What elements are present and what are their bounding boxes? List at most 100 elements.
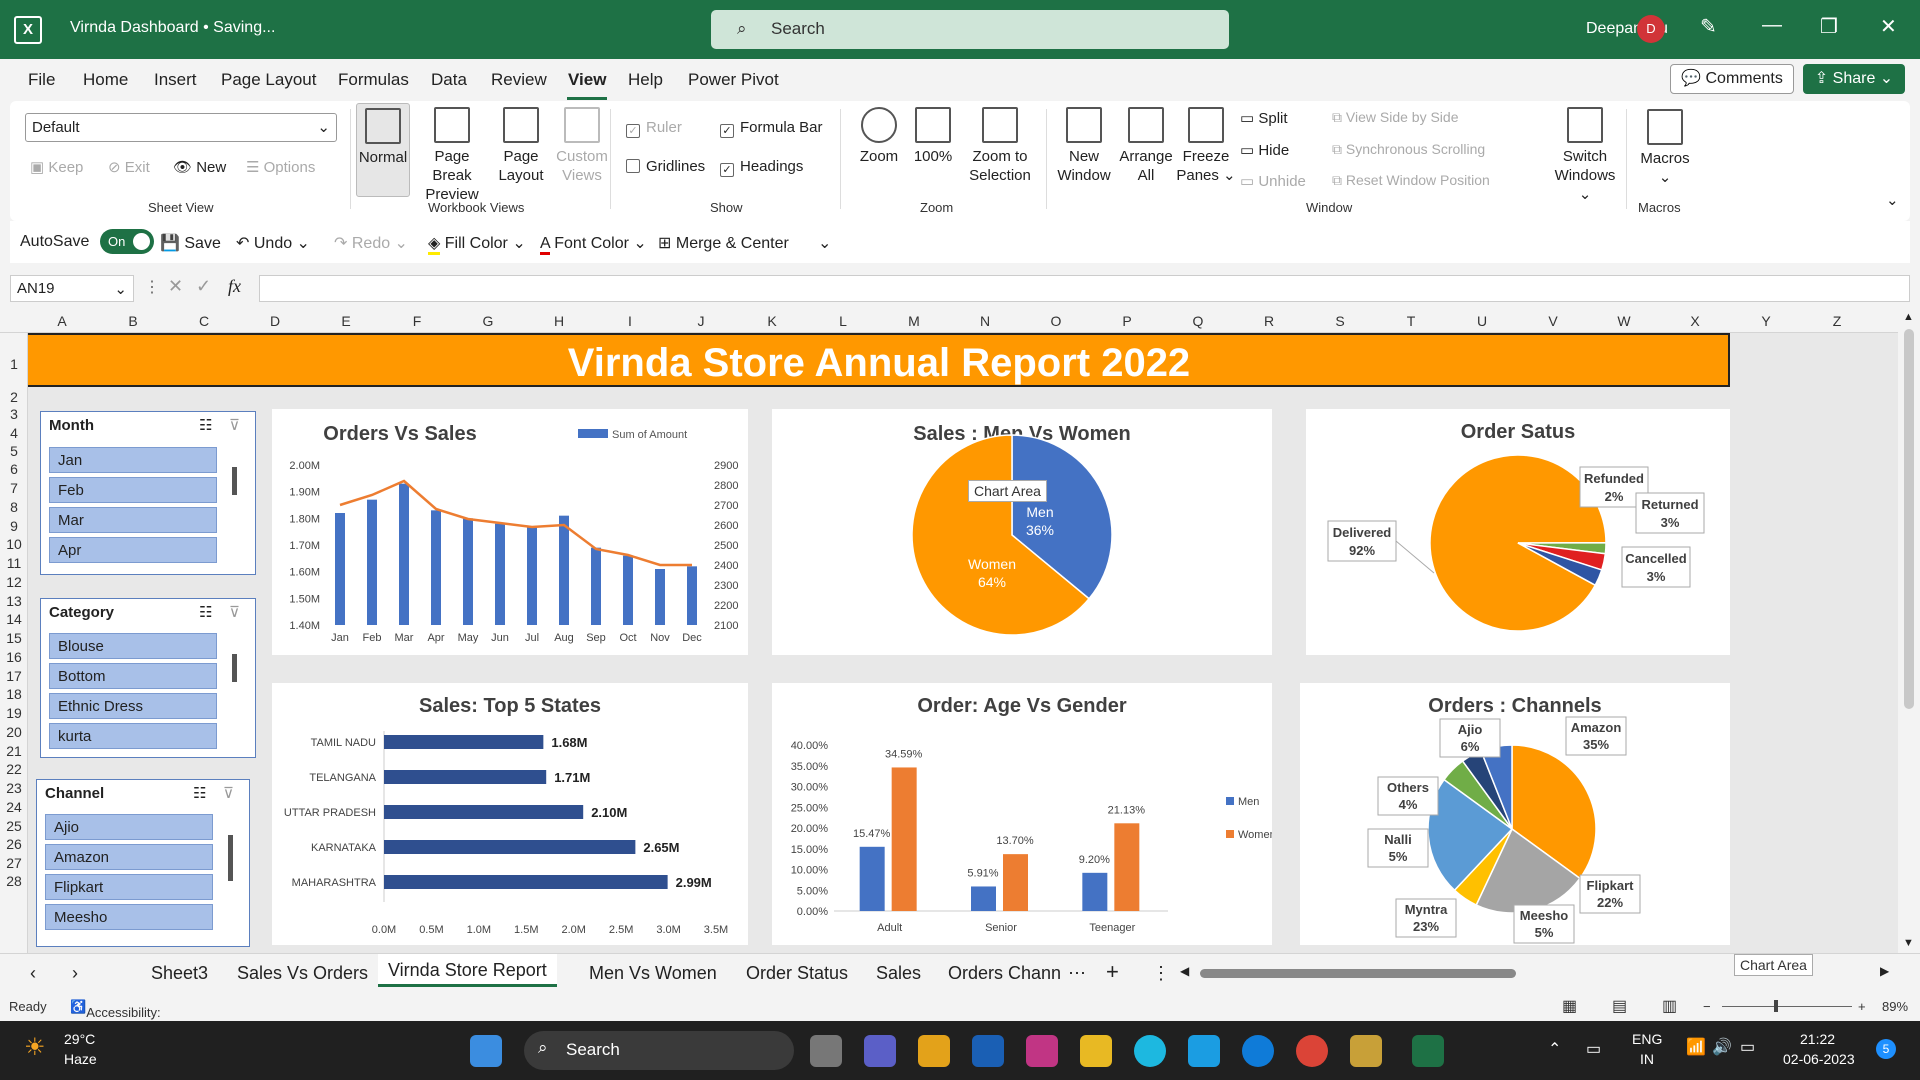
column-header[interactable]: T bbox=[1406, 313, 1416, 329]
hide-button[interactable]: ▭ Hide bbox=[1240, 142, 1290, 159]
hscroll-thumb[interactable] bbox=[1200, 969, 1516, 978]
volume-icon[interactable]: 🔊 bbox=[1712, 1039, 1732, 1056]
font-color-button[interactable]: A Font Color ⌄ bbox=[540, 233, 647, 255]
page-layout-button[interactable]: Page Layout bbox=[496, 107, 546, 185]
clock-date[interactable]: 02-06-2023 bbox=[1783, 1051, 1855, 1067]
column-header[interactable]: P bbox=[1122, 313, 1132, 329]
column-header[interactable]: R bbox=[1263, 313, 1275, 329]
page-break-view-icon[interactable]: ▥ bbox=[1662, 998, 1678, 1015]
multi-select-icon[interactable]: ☷ bbox=[199, 604, 213, 621]
row-header[interactable]: 9 bbox=[10, 518, 18, 534]
row-header[interactable]: 16 bbox=[6, 649, 22, 665]
clear-filter-icon[interactable]: ⊽ bbox=[229, 604, 240, 621]
menu-review[interactable]: Review bbox=[491, 70, 547, 89]
row-header[interactable]: 1 bbox=[10, 356, 18, 372]
chart-men-vs-women[interactable]: Sales : Men Vs Women Men 36% Women 64% Char… bbox=[772, 409, 1272, 655]
column-header[interactable]: A bbox=[57, 313, 67, 329]
cancel-icon[interactable]: ✕ bbox=[168, 276, 184, 296]
column-header[interactable]: F bbox=[412, 313, 422, 329]
chart-order-status[interactable]: Order Satus Delivered 92% Refunded 2% Return… bbox=[1306, 409, 1730, 655]
clear-filter-icon[interactable]: ⊽ bbox=[229, 417, 240, 434]
column-header[interactable]: W bbox=[1617, 313, 1631, 329]
menu-page-layout[interactable]: Page Layout bbox=[221, 70, 317, 89]
teams-icon[interactable] bbox=[864, 1035, 896, 1067]
row-header[interactable]: 25 bbox=[6, 818, 22, 834]
column-header[interactable]: L bbox=[839, 313, 847, 329]
row-header[interactable]: 14 bbox=[6, 611, 22, 627]
row-header[interactable]: 19 bbox=[6, 705, 22, 721]
insert-function-icon[interactable]: fx bbox=[228, 276, 241, 296]
column-header[interactable]: S bbox=[1335, 313, 1345, 329]
multi-select-icon[interactable]: ☷ bbox=[193, 785, 207, 802]
menu-home[interactable]: Home bbox=[83, 70, 129, 89]
store-icon[interactable] bbox=[918, 1035, 950, 1067]
slicer-category[interactable]: Category ☷ ⊽ Blouse Bottom Ethnic Dress … bbox=[40, 598, 256, 758]
save-button[interactable]: 💾 Save bbox=[160, 235, 221, 252]
zoom-out-icon[interactable]: − bbox=[1703, 999, 1711, 1014]
column-header[interactable]: G bbox=[482, 313, 494, 329]
row-header[interactable]: 17 bbox=[6, 668, 22, 684]
normal-view-icon[interactable]: ▦ bbox=[1562, 998, 1578, 1015]
ruler-checkbox[interactable]: ✓ Ruler bbox=[626, 119, 682, 138]
prime-video-icon[interactable] bbox=[972, 1035, 1004, 1067]
reset-window-position-button[interactable]: ⧉ Reset Window Position bbox=[1332, 172, 1490, 188]
tab-sales[interactable]: Sales bbox=[876, 963, 922, 983]
customize-qat-icon[interactable]: ⌄ bbox=[818, 235, 832, 252]
row-header[interactable]: 23 bbox=[6, 780, 22, 796]
page-layout-view-icon[interactable]: ▤ bbox=[1612, 998, 1628, 1015]
row-header[interactable]: 2 bbox=[10, 389, 18, 405]
collapse-ribbon-icon[interactable]: ⌄ bbox=[1886, 192, 1899, 209]
row-header[interactable]: 4 bbox=[10, 425, 18, 441]
share-button[interactable]: ⇪ Share ⌄ bbox=[1803, 64, 1905, 94]
row-header[interactable]: 22 bbox=[6, 761, 22, 777]
menu-formulas[interactable]: Formulas bbox=[338, 70, 409, 89]
redo-button[interactable]: ↷ Redo ⌄ bbox=[334, 235, 408, 252]
zoom-100-button[interactable]: 100% bbox=[908, 107, 958, 166]
slicer-scrollbar[interactable] bbox=[232, 467, 237, 495]
menu-view[interactable]: View bbox=[568, 70, 607, 89]
column-header[interactable]: E bbox=[341, 313, 351, 329]
new-sheet-view-button[interactable]: 👁 New bbox=[173, 159, 227, 176]
formula-bar-checkbox[interactable]: ✓ Formula Bar bbox=[720, 119, 823, 138]
row-header[interactable]: 27 bbox=[6, 855, 22, 871]
row-header[interactable]: 18 bbox=[6, 686, 22, 702]
column-header[interactable]: J bbox=[697, 313, 705, 329]
scroll-thumb[interactable] bbox=[1904, 329, 1914, 709]
tab-orders-channels[interactable]: Orders Chann bbox=[948, 963, 1062, 983]
column-header[interactable]: M bbox=[908, 313, 920, 329]
battery-icon[interactable]: ▭ bbox=[1740, 1039, 1756, 1056]
minimize-icon[interactable]: — bbox=[1762, 14, 1782, 36]
column-header[interactable]: Z bbox=[1832, 313, 1842, 329]
fill-color-button[interactable]: ◈ Fill Color ⌄ bbox=[428, 233, 526, 255]
slicer-item[interactable]: Feb bbox=[49, 477, 217, 503]
name-box[interactable]: AN19 ⌄ bbox=[10, 275, 134, 302]
column-header[interactable]: I bbox=[628, 313, 632, 329]
synchronous-scrolling-button[interactable]: ⧉ Synchronous Scrolling bbox=[1332, 141, 1486, 157]
keep-button[interactable]: ▣ Keep bbox=[30, 159, 84, 176]
options-button[interactable]: ☰ Options bbox=[246, 159, 316, 176]
tab-sheet3[interactable]: Sheet3 bbox=[151, 963, 209, 983]
row-header[interactable]: 5 bbox=[10, 443, 18, 459]
split-button[interactable]: ▭ Split bbox=[1240, 110, 1288, 127]
tab-options-icon[interactable]: ⋮ bbox=[1152, 963, 1170, 983]
zoom-in-icon[interactable]: + bbox=[1858, 999, 1866, 1014]
close-icon[interactable]: ✕ bbox=[1880, 16, 1897, 38]
freeze-panes-button[interactable]: Freeze Panes ⌄ bbox=[1176, 107, 1236, 185]
taskbar-search[interactable]: ⌕ Search bbox=[524, 1031, 794, 1070]
switch-windows-button[interactable]: Switch Windows ⌄ bbox=[1550, 107, 1620, 204]
row-header[interactable]: 13 bbox=[6, 593, 22, 609]
menu-file[interactable]: File bbox=[28, 70, 56, 89]
tab-order-status[interactable]: Order Status bbox=[746, 963, 849, 983]
tab-men-vs-women[interactable]: Men Vs Women bbox=[589, 963, 717, 983]
slicer-item[interactable]: Bottom bbox=[49, 663, 217, 689]
menu-power-pivot[interactable]: Power Pivot bbox=[688, 70, 779, 89]
menu-insert[interactable]: Insert bbox=[154, 70, 197, 89]
menu-help[interactable]: Help bbox=[628, 70, 663, 89]
merge-center-button[interactable]: ⊞ Merge & Center bbox=[658, 235, 789, 252]
search-box[interactable]: ⌕ Search bbox=[711, 10, 1229, 49]
vertical-scrollbar[interactable]: ▲ ▼ bbox=[1898, 309, 1920, 953]
launcher-icon[interactable] bbox=[1188, 1035, 1220, 1067]
slicer-channel[interactable]: Channel ☷ ⊽ Ajio Amazon Flipkart Meesho bbox=[36, 779, 250, 947]
row-header[interactable]: 11 bbox=[6, 555, 22, 571]
chart-channels[interactable]: Orders : Channels Amazon 35% Flipkart 22% Me… bbox=[1300, 683, 1730, 945]
